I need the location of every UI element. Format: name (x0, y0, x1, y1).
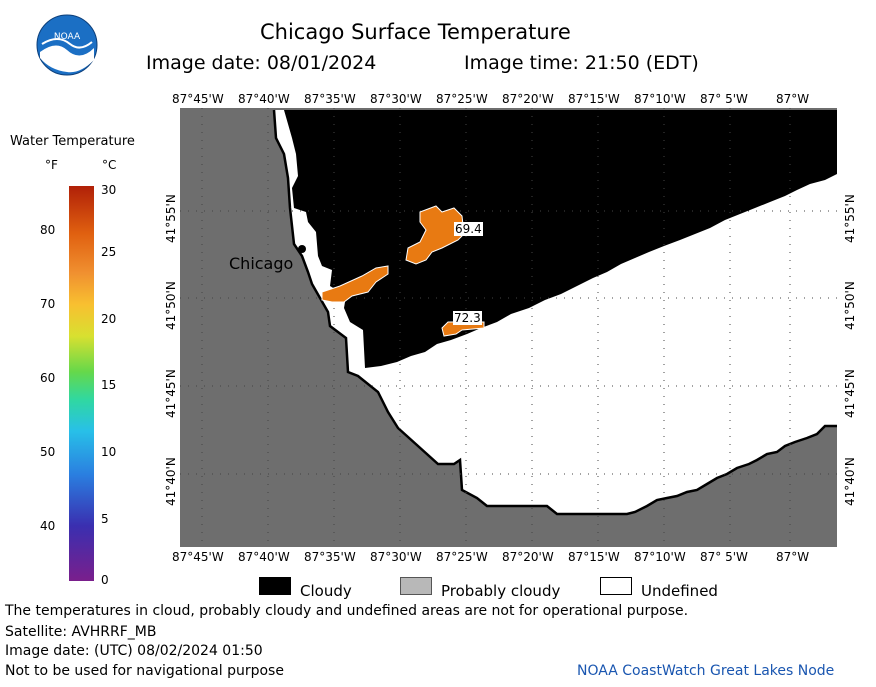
lon-label: 87°45'W (172, 550, 224, 564)
nav-warning-text: Not to be used for navigational purpose (5, 663, 284, 679)
cloud-area (284, 110, 837, 368)
credit-link[interactable]: NOAA CoastWatch Great Lakes Node (577, 663, 835, 679)
lat-label: 41°40'N (843, 457, 857, 506)
f-tick: 70 (40, 297, 56, 311)
lon-label: 87°10'W (634, 92, 686, 106)
c-tick: 25 (101, 245, 117, 259)
page-title: Chicago Surface Temperature (260, 20, 571, 44)
c-tick: 0 (101, 573, 109, 587)
c-tick: 15 (101, 378, 117, 392)
map-svg (180, 108, 837, 547)
colorbar-title: Water Temperature (10, 134, 135, 149)
lat-label: 41°55'N (843, 194, 857, 243)
legend-label-cloudy: Cloudy (300, 582, 352, 600)
temp-reading: 72.3 (453, 311, 482, 325)
image-date: Image date: 08/01/2024 (146, 52, 377, 74)
lon-label: 87° 5'W (700, 550, 748, 564)
c-tick: 30 (101, 183, 117, 197)
warm-patch-north (405, 205, 465, 265)
lon-label: 87°40'W (238, 92, 290, 106)
lat-label: 41°45'N (164, 369, 178, 418)
lon-label: 87°15'W (568, 550, 620, 564)
disclaimer-text: The temperatures in cloud, probably clou… (5, 603, 689, 619)
colorbar-gradient (69, 186, 94, 581)
lon-label: 87°25'W (436, 550, 488, 564)
lon-label: 87°35'W (304, 550, 356, 564)
f-tick: 50 (40, 445, 56, 459)
map-panel (180, 108, 837, 547)
graticule (180, 108, 837, 547)
lon-label: 87°15'W (568, 92, 620, 106)
city-label: Chicago (229, 254, 294, 273)
noaa-logo: NOAA (36, 14, 98, 76)
logo-text: NOAA (54, 32, 81, 42)
lon-label: 87°20'W (502, 550, 554, 564)
lon-label: 87°20'W (502, 92, 554, 106)
c-tick: 20 (101, 312, 117, 326)
warm-water-patches (321, 205, 485, 337)
colorbar-unit-f: °F (45, 158, 58, 172)
lon-label: 87°10'W (634, 550, 686, 564)
legend-swatch-cloudy (259, 577, 291, 595)
lat-label: 41°45'N (843, 369, 857, 418)
coastline (272, 109, 837, 516)
lat-label: 41°50'N (164, 281, 178, 330)
satellite-text: Satellite: AVHRRF_MB (5, 624, 157, 640)
legend-swatch-undefined (600, 577, 632, 595)
lon-label: 87°45'W (172, 92, 224, 106)
image-time: Image time: 21:50 (EDT) (464, 52, 699, 74)
temp-reading: 69.4 (454, 222, 483, 236)
lon-label: 87°25'W (436, 92, 488, 106)
lat-label: 41°50'N (843, 281, 857, 330)
f-tick: 80 (40, 223, 56, 237)
lon-label: 87° 5'W (700, 92, 748, 106)
utc-date-text: Image date: (UTC) 08/02/2024 01:50 (5, 643, 263, 659)
lon-label: 87°W (776, 550, 810, 564)
f-tick: 60 (40, 371, 56, 385)
lat-label: 41°40'N (164, 457, 178, 506)
lat-label: 41°55'N (164, 194, 178, 243)
lon-label: 87°W (776, 92, 810, 106)
warm-patch-west (321, 265, 389, 303)
colorbar-unit-c: °C (102, 158, 117, 172)
lon-label: 87°30'W (370, 550, 422, 564)
legend-label-undefined: Undefined (641, 582, 718, 600)
f-tick: 40 (40, 519, 56, 533)
legend-swatch-probably-cloudy (400, 577, 432, 595)
legend-label-probably-cloudy: Probably cloudy (441, 582, 561, 600)
city-marker (298, 245, 306, 253)
lon-label: 87°30'W (370, 92, 422, 106)
lon-label: 87°40'W (238, 550, 290, 564)
lon-label: 87°35'W (304, 92, 356, 106)
c-tick: 5 (101, 512, 109, 526)
c-tick: 10 (101, 445, 117, 459)
